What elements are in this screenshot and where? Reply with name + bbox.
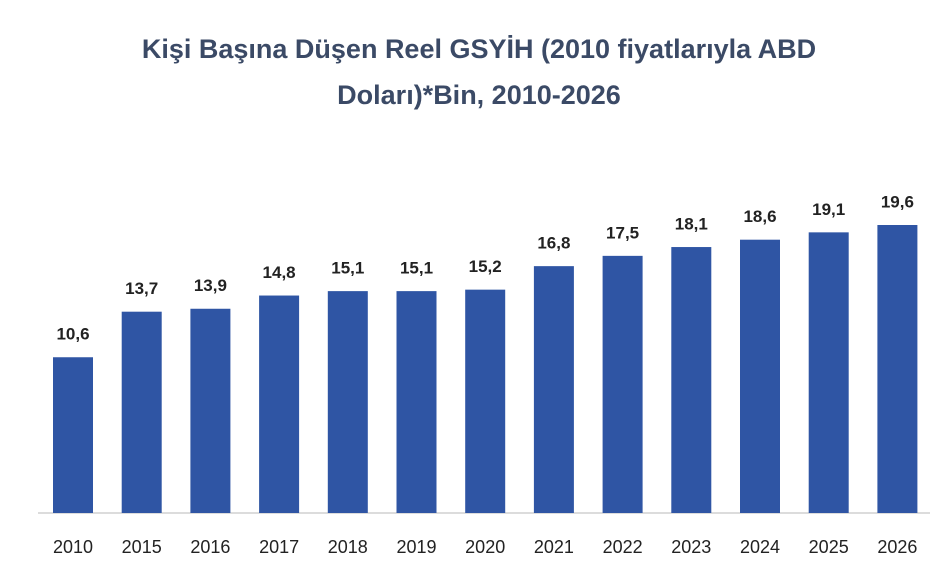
bar bbox=[53, 357, 93, 513]
value-label: 15,1 bbox=[400, 259, 433, 278]
x-tick-label: 2022 bbox=[603, 537, 643, 557]
value-label: 16,8 bbox=[537, 234, 570, 253]
x-tick-label: 2024 bbox=[740, 537, 780, 557]
bar bbox=[259, 295, 300, 513]
value-label: 15,2 bbox=[469, 257, 502, 276]
bar bbox=[327, 291, 368, 513]
x-tick-label: 2018 bbox=[328, 537, 368, 557]
x-tick-label: 2023 bbox=[671, 537, 711, 557]
bar bbox=[602, 255, 643, 513]
x-tick-label: 2016 bbox=[190, 537, 230, 557]
chart-title: Kişi Başına Düşen Reel GSYİH (2010 fiyat… bbox=[141, 34, 817, 110]
x-tick-label: 2026 bbox=[877, 537, 917, 557]
value-label: 14,8 bbox=[263, 263, 296, 282]
value-label: 10,6 bbox=[56, 325, 89, 344]
x-tick-label: 2020 bbox=[465, 537, 505, 557]
bar bbox=[740, 239, 780, 513]
value-label: 17,5 bbox=[606, 223, 639, 242]
value-label: 13,7 bbox=[125, 279, 158, 298]
x-tick-label: 2021 bbox=[534, 537, 574, 557]
x-tick-label: 2019 bbox=[396, 537, 436, 557]
value-label: 18,6 bbox=[743, 207, 776, 226]
value-label: 15,1 bbox=[331, 259, 364, 278]
bar bbox=[671, 247, 712, 513]
x-tick-label: 2017 bbox=[259, 537, 299, 557]
bar bbox=[465, 289, 506, 513]
value-label: 19,6 bbox=[881, 192, 914, 211]
bar bbox=[190, 308, 231, 513]
value-label: 19,1 bbox=[812, 200, 845, 219]
value-label: 18,1 bbox=[675, 215, 708, 234]
value-label: 13,9 bbox=[194, 276, 227, 295]
bar bbox=[396, 291, 437, 513]
bar bbox=[877, 225, 918, 513]
bar bbox=[808, 232, 849, 514]
bar bbox=[533, 266, 574, 513]
x-tick-label: 2010 bbox=[53, 537, 93, 557]
x-tick-label: 2025 bbox=[809, 537, 849, 557]
x-tick-label: 2015 bbox=[122, 537, 162, 557]
bar bbox=[121, 311, 162, 513]
